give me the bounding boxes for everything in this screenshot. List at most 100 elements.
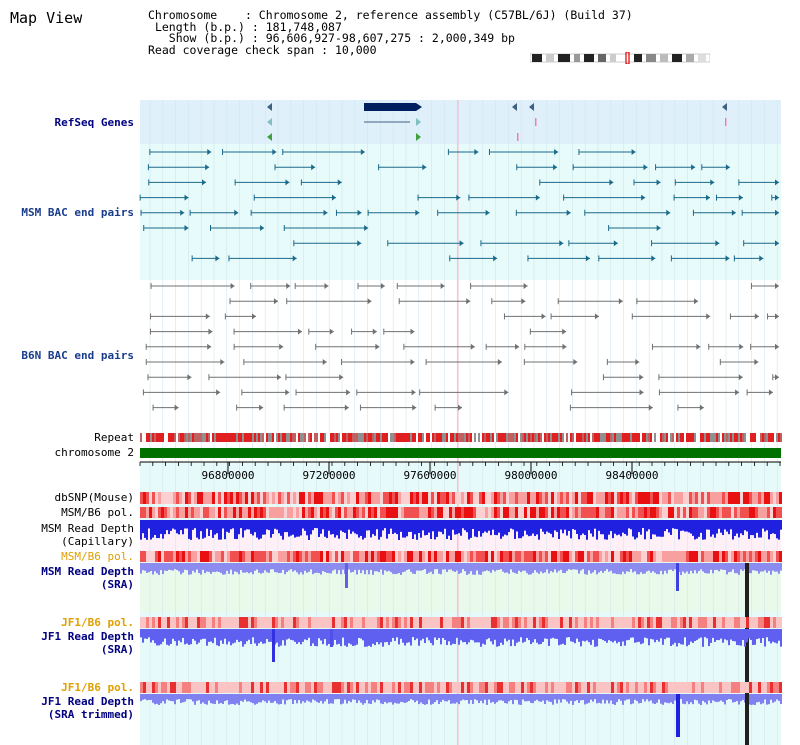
- repeat-cell: [660, 433, 662, 442]
- capdepth-bar: [574, 520, 576, 530]
- jf1trim-bar: [470, 694, 472, 701]
- b6n-bac-features[interactable]: [142, 283, 779, 411]
- jf1trim-bar: [778, 694, 780, 701]
- jf1trim-bar: [274, 694, 276, 701]
- jf1depth-bar: [144, 629, 146, 639]
- jf1pol1-cell: [317, 617, 320, 628]
- repeat-cell: [142, 433, 144, 442]
- dbsnp-cell: [692, 492, 695, 504]
- refseq-gene-features[interactable]: [267, 103, 727, 141]
- msmsra-bar: [158, 563, 160, 575]
- capdepth-bar: [714, 520, 716, 538]
- msmpol2-cell: [461, 551, 464, 562]
- repeat-cell: [392, 433, 394, 442]
- msmsra-bar: [776, 563, 778, 572]
- refseq-label[interactable]: RefSeq Genes: [54, 116, 134, 129]
- msmsra-bar: [486, 563, 488, 571]
- capdepth-bar: [586, 520, 588, 540]
- capdepth-bar: [444, 520, 446, 529]
- capdepth-bar: [310, 520, 312, 535]
- dbsnp-cell: [662, 492, 665, 504]
- msmpol1-cell: [683, 507, 686, 518]
- msmsra-bar: [316, 563, 318, 573]
- repeat-cell: [762, 433, 764, 442]
- dbsnp-cell: [206, 492, 209, 504]
- jf1depth-bar: [756, 629, 758, 640]
- msmsra-bar: [610, 563, 612, 571]
- msmsra-bar: [620, 563, 622, 575]
- jf1pol2-cell: [554, 682, 557, 693]
- repeat-cell: [182, 433, 184, 442]
- jf1depth-bar: [762, 629, 764, 639]
- jf1depth-bar: [146, 629, 148, 639]
- msmpol2-cell: [449, 551, 452, 562]
- repeat-cell: [550, 433, 552, 442]
- msmsra-bar: [688, 563, 690, 574]
- capdepth-bar: [314, 520, 316, 529]
- chromosome-label: chromosome 2: [54, 446, 134, 459]
- dbsnp-cell: [650, 492, 653, 504]
- jf1pol1-cell: [170, 617, 173, 628]
- dbsnp-cell: [494, 492, 497, 504]
- b6n-bac-label[interactable]: B6N BAC end pairs: [21, 349, 134, 362]
- repeat-cell: [356, 433, 358, 442]
- jf1depth-bar: [684, 629, 686, 638]
- jf1depth-bar: [612, 629, 614, 643]
- jf1pol2-cell: [254, 682, 257, 693]
- capdepth-bar: [506, 520, 508, 536]
- refseq-arrow: [512, 103, 517, 111]
- jf1trim-bar: [296, 694, 298, 704]
- chromosome-ideogram[interactable]: [530, 52, 710, 64]
- msmsra-bar: [618, 563, 620, 575]
- dbsnp-cell: [155, 492, 158, 504]
- repeat-cell: [514, 433, 516, 442]
- msm-bac-label[interactable]: MSM BAC end pairs: [21, 206, 134, 219]
- jf1pol2-cell: [437, 682, 440, 693]
- repeat-cell: [776, 433, 778, 442]
- b6n-bac-end: [324, 283, 329, 289]
- dbsnp-cell: [557, 492, 560, 504]
- jf1trim-bar: [484, 694, 486, 700]
- msmsra-bar: [448, 563, 450, 570]
- jf1depth-bar: [670, 629, 672, 646]
- msmsra-bar: [642, 563, 644, 574]
- jf1trim-bar: [168, 694, 170, 701]
- dbsnp-cell: [227, 492, 230, 504]
- msm-bac-end: [184, 225, 189, 231]
- msmpol1-cell: [593, 507, 596, 518]
- jf1trim-bar: [550, 694, 552, 702]
- msmpol1-cell: [533, 507, 536, 518]
- msmpol1-cell: [386, 507, 389, 518]
- msmpol1-cell: [389, 507, 392, 518]
- msmpol1-cell: [182, 507, 185, 518]
- jf1trim-bar: [568, 694, 570, 704]
- repeat-cell: [340, 433, 342, 442]
- repeat-cell: [252, 433, 254, 442]
- msm-bac-features[interactable]: [139, 149, 779, 262]
- jf1trim-bar: [276, 694, 278, 704]
- capdepth-bar: [332, 520, 334, 535]
- msmsra-bar: [258, 563, 260, 573]
- jf1pol1-cell: [656, 617, 659, 628]
- jf1pol2-cell: [647, 682, 650, 693]
- capdepth-bar: [530, 520, 532, 536]
- repeat-cell: [318, 433, 320, 442]
- msmpol2-cell: [530, 551, 533, 562]
- repeat-cell: [484, 433, 486, 442]
- msmsra-bar: [712, 563, 714, 574]
- repeat-cell: [474, 433, 476, 442]
- jf1trim-bar: [394, 694, 396, 703]
- msmpol2-cell: [683, 551, 686, 562]
- msmsra-bar: [368, 563, 370, 575]
- jf1depth-bar: [398, 629, 400, 645]
- jf1pol1-cell: [581, 617, 584, 628]
- jf1trim-bar: [424, 694, 426, 705]
- msmsra-bar: [626, 563, 628, 572]
- msmsra-bar: [380, 563, 382, 570]
- msmpol1-cell: [368, 507, 371, 518]
- jf1pol1-cell: [377, 617, 380, 628]
- jf1pol1-cell: [395, 617, 398, 628]
- jf1trim-bar: [512, 694, 514, 705]
- jf1depth-bar: [304, 629, 306, 640]
